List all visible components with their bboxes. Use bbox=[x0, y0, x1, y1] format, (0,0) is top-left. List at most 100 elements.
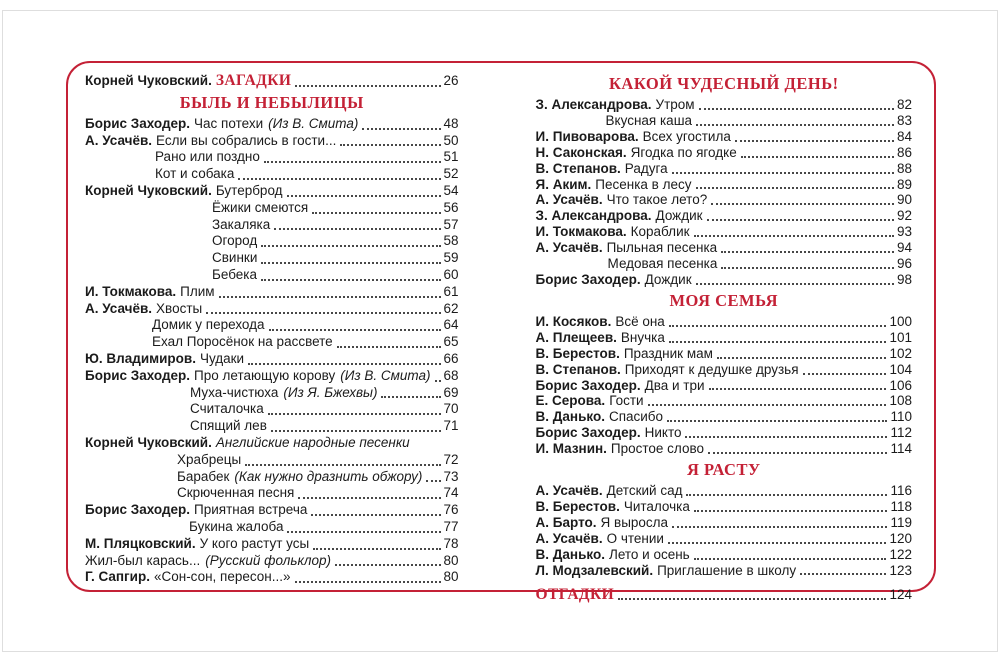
page-number: 50 bbox=[443, 132, 459, 148]
page-number: 51 bbox=[443, 149, 459, 165]
entry-title: Всех угостила bbox=[642, 128, 731, 144]
entry-title: Скрюченная песня bbox=[177, 485, 295, 501]
page-number: 65 bbox=[443, 334, 459, 350]
toc-row: В. Степанов. Радуга 88 bbox=[536, 161, 912, 177]
leader-dots bbox=[312, 211, 441, 214]
toc-row: И. Косяков. Всё она 100 bbox=[536, 314, 912, 330]
author-name: Ю. Владимиров. bbox=[85, 350, 196, 366]
toc-row: Ю. Владимиров. Чудаки 66 bbox=[85, 351, 459, 368]
page-number: 73 bbox=[443, 468, 459, 484]
page-number: 119 bbox=[890, 514, 912, 530]
toc-row: Борис Заходер. Час потехи (Из В. Смита) … bbox=[85, 116, 459, 133]
entry-title: Хвосты bbox=[156, 300, 203, 316]
leader-dots bbox=[686, 493, 888, 496]
page-number: 58 bbox=[443, 233, 459, 249]
entry-title: «Сон-сон, пересон...» bbox=[153, 569, 291, 585]
leader-dots bbox=[671, 171, 894, 174]
leader-dots bbox=[334, 564, 441, 567]
toc-row: Жил-был карась... (Русский фольклор) 80 bbox=[85, 553, 459, 570]
page-number: 74 bbox=[443, 485, 459, 501]
leader-dots bbox=[426, 480, 441, 483]
leader-dots bbox=[685, 436, 888, 439]
leader-dots bbox=[238, 177, 441, 180]
right-column: КАКОЙ ЧУДЕСНЫЙ ДЕНЬ! З. Александрова. Ут… bbox=[535, 71, 912, 603]
section-heading: КАКОЙ ЧУДЕСНЫЙ ДЕНЬ! bbox=[608, 74, 839, 93]
entry-title: Что такое лето? bbox=[606, 192, 708, 208]
leader-dots bbox=[298, 497, 441, 500]
page-number: 123 bbox=[889, 562, 912, 578]
page-number: 61 bbox=[443, 283, 459, 299]
author-name: В. Данько. bbox=[535, 546, 605, 562]
section-heading: БЫЛЬ И НЕБЫЛИЦЫ bbox=[179, 92, 364, 112]
page-number: 120 bbox=[889, 530, 912, 546]
leader-dots bbox=[263, 161, 441, 164]
leader-dots bbox=[340, 144, 441, 147]
toc-row: А. Барто. Я выросла 119 bbox=[536, 515, 912, 531]
toc-row: Кот и собака 52 bbox=[85, 166, 459, 183]
entry-title: Кораблик bbox=[630, 224, 690, 240]
entry-title: Кот и собака bbox=[155, 166, 235, 182]
page-number: 93 bbox=[896, 224, 912, 240]
toc-row: И. Пивоварова. Всех угостила 84 bbox=[536, 129, 912, 145]
page-number: 110 bbox=[890, 409, 912, 425]
toc-row: Я. Аким. Песенка в лесу 89 bbox=[536, 177, 912, 193]
entry-title: Храбрецы bbox=[177, 451, 242, 467]
entry-title: Приходят к дедушке друзья bbox=[624, 361, 799, 377]
page-number: 100 bbox=[889, 313, 912, 329]
toc-row: Закаляка 57 bbox=[85, 217, 459, 234]
page-number: 64 bbox=[443, 317, 459, 333]
toc-row: В. Берестов. Читалочка 118 bbox=[536, 499, 912, 515]
author-name: Борис Заходер. bbox=[535, 271, 641, 287]
entry-title: Всё она bbox=[615, 313, 665, 329]
entry-title: Рано или поздно bbox=[155, 149, 260, 165]
leader-dots bbox=[336, 345, 441, 348]
toc-row: Е. Серова. Гости 108 bbox=[536, 393, 912, 409]
page-number: 56 bbox=[443, 199, 459, 215]
page-number: 69 bbox=[443, 384, 459, 400]
leader-dots bbox=[270, 429, 441, 432]
toc-row: А. Усачёв. Хвосты 62 bbox=[85, 301, 459, 318]
leader-dots bbox=[711, 203, 894, 206]
leader-dots bbox=[802, 372, 887, 375]
entry-title: Ехал Поросёнок на рассвете bbox=[152, 334, 333, 350]
author-name: И. Мазнин. bbox=[535, 441, 607, 457]
entry-title: Свинки bbox=[212, 250, 258, 266]
author-name: З. Александрова. bbox=[535, 208, 652, 224]
leader-dots bbox=[693, 509, 888, 512]
toc-row: Н. Саконская. Ягодка по ягодке 86 bbox=[536, 145, 912, 161]
entry-title: Букина жалоба bbox=[189, 518, 284, 534]
entry-note: (Из Я. Бжехвы) bbox=[283, 384, 378, 400]
leader-dots bbox=[695, 187, 894, 190]
entry-title: Час потехи bbox=[194, 115, 264, 131]
entry-title: У кого растут усы bbox=[199, 535, 310, 551]
toc-row: Скрюченная песня 74 bbox=[85, 485, 459, 502]
section-heading: Я РАСТУ bbox=[686, 460, 761, 480]
author-name: Борис Заходер. bbox=[535, 377, 641, 393]
toc-row: Букина жалоба 77 bbox=[85, 519, 459, 536]
author-name: В. Берестов. bbox=[535, 345, 620, 361]
page-number: 72 bbox=[443, 451, 459, 467]
page-number: 114 bbox=[890, 441, 912, 457]
toc-row: Домик у перехода 64 bbox=[85, 317, 459, 334]
toc-row: Корней Чуковский. ЗАГАДКИ 26 bbox=[85, 72, 459, 90]
toc-row: Вкусная каша 83 bbox=[536, 113, 912, 129]
leader-dots bbox=[693, 557, 887, 560]
left-column: Корней Чуковский. ЗАГАДКИ 26 БЫЛЬ И НЕБЫ… bbox=[85, 71, 459, 584]
toc-row: А. Усачёв. Пыльная песенка 94 bbox=[536, 240, 912, 256]
toc-row: Корней Чуковский. Английские народные пе… bbox=[85, 435, 459, 452]
entry-title: Никто bbox=[644, 425, 682, 441]
entry-title: Вкусная каша bbox=[605, 112, 693, 128]
page-number: 96 bbox=[896, 256, 912, 272]
toc-row: Г. Сапгир. «Сон-сон, пересон...» 80 bbox=[85, 569, 459, 586]
leader-dots bbox=[286, 194, 441, 197]
leader-dots bbox=[695, 282, 894, 285]
page-number: 77 bbox=[443, 518, 459, 534]
leader-dots bbox=[245, 463, 441, 466]
column-gap bbox=[459, 71, 536, 582]
page-number: 92 bbox=[896, 208, 912, 224]
leader-dots bbox=[693, 235, 894, 238]
author-name: В. Степанов. bbox=[535, 361, 621, 377]
entry-title: Закаляка bbox=[212, 216, 271, 232]
entry-title: Пыльная песенка bbox=[606, 240, 718, 256]
entry-title: Детский сад bbox=[606, 483, 683, 499]
